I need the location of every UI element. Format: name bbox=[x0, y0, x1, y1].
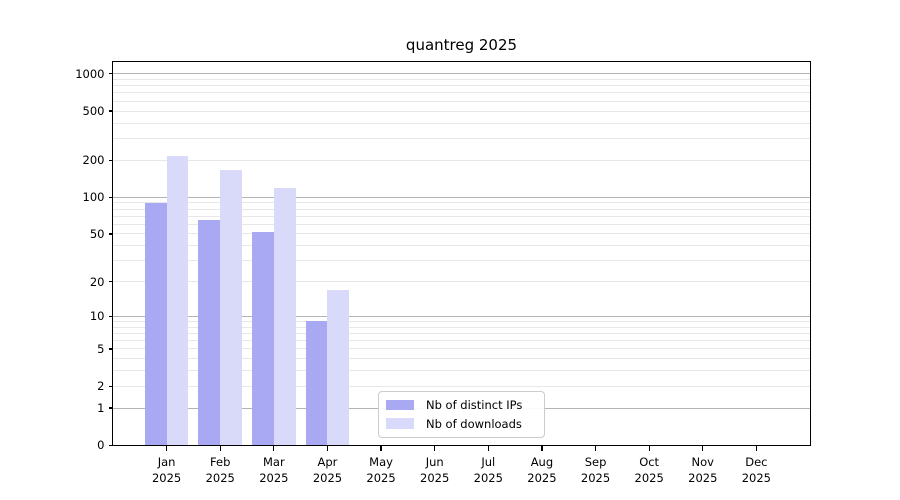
y-gridline-minor bbox=[113, 122, 810, 124]
y-tick-label: 1000 bbox=[75, 66, 105, 81]
y-tick-label: 0 bbox=[97, 438, 105, 453]
x-tick-mark bbox=[541, 446, 543, 451]
y-gridline-minor bbox=[113, 260, 810, 262]
x-tick-mark bbox=[219, 446, 221, 451]
y-gridline-minor bbox=[113, 332, 810, 334]
y-gridline-minor bbox=[113, 100, 810, 102]
x-tick-label: Apr 2025 bbox=[312, 455, 343, 486]
y-gridline-minor bbox=[113, 159, 810, 161]
x-tick-mark bbox=[702, 446, 704, 451]
bar-downloads bbox=[220, 170, 243, 446]
x-tick-mark bbox=[487, 446, 489, 451]
x-tick-mark bbox=[648, 446, 650, 451]
x-tick-label: Mar 2025 bbox=[259, 455, 289, 486]
x-tick-mark bbox=[594, 446, 597, 451]
y-tick-label: 1 bbox=[97, 401, 105, 416]
y-gridline-major bbox=[113, 315, 810, 317]
x-tick-label: Nov 2025 bbox=[688, 455, 718, 486]
y-tick-label: 5 bbox=[97, 341, 105, 356]
gridlines-layer bbox=[113, 62, 810, 446]
legend: Nb of distinct IPs Nb of downloads bbox=[378, 390, 545, 438]
y-gridline-major bbox=[113, 196, 810, 198]
y-gridline-minor bbox=[113, 233, 810, 235]
y-gridline-minor bbox=[113, 370, 810, 372]
y-tick-label: 20 bbox=[89, 274, 105, 289]
y-gridline-minor bbox=[113, 137, 810, 139]
y-tick-mark bbox=[108, 159, 113, 161]
y-tick-mark bbox=[108, 196, 113, 198]
y-gridline-minor bbox=[113, 202, 810, 204]
bar-distinct-ips bbox=[252, 231, 274, 446]
y-gridline-minor bbox=[113, 85, 810, 87]
y-tick-mark bbox=[108, 407, 113, 409]
x-tick-label: Sep 2025 bbox=[580, 455, 611, 486]
x-tick-mark bbox=[273, 446, 275, 451]
x-tick-label: Jun 2025 bbox=[420, 455, 450, 486]
y-gridline-minor bbox=[113, 358, 810, 360]
bar-downloads bbox=[327, 289, 350, 446]
legend-swatch-distinct-ips bbox=[386, 399, 414, 411]
x-tick-label: Jan 2025 bbox=[151, 455, 182, 486]
bar-distinct-ips bbox=[198, 220, 221, 446]
y-tick-label: 50 bbox=[89, 226, 105, 241]
x-tick-label: Feb 2025 bbox=[205, 455, 235, 486]
bar-distinct-ips bbox=[144, 202, 167, 446]
y-tick-label: 2 bbox=[97, 379, 105, 394]
bar-downloads bbox=[166, 156, 189, 446]
chart-title: quantreg 2025 bbox=[405, 36, 518, 54]
y-tick-mark bbox=[108, 73, 113, 75]
y-tick-label: 500 bbox=[82, 104, 105, 119]
x-tick-label: Oct 2025 bbox=[634, 455, 664, 486]
y-tick-mark bbox=[108, 233, 113, 235]
legend-label-downloads: Nb of downloads bbox=[426, 416, 522, 431]
y-gridline-minor bbox=[113, 320, 810, 322]
y-tick-mark bbox=[108, 280, 113, 283]
y-tick-label: 10 bbox=[89, 309, 105, 324]
y-gridline-minor bbox=[113, 208, 810, 210]
x-tick-mark bbox=[434, 446, 436, 451]
y-gridline-minor bbox=[113, 326, 810, 328]
y-gridline-minor bbox=[113, 223, 810, 225]
y-tick-mark bbox=[108, 315, 113, 318]
x-tick-label: Dec 2025 bbox=[741, 455, 772, 486]
y-tick-label: 100 bbox=[82, 190, 105, 205]
y-gridline-minor bbox=[113, 281, 810, 283]
y-gridline-major bbox=[113, 73, 810, 75]
legend-swatch-downloads bbox=[386, 418, 414, 429]
y-tick-mark bbox=[108, 385, 113, 387]
y-gridline-minor bbox=[113, 110, 810, 112]
y-tick-mark bbox=[108, 348, 113, 350]
y-gridline-minor bbox=[113, 348, 810, 350]
bar-distinct-ips bbox=[305, 321, 328, 446]
y-tick-mark bbox=[108, 110, 113, 112]
x-tick-label: May 2025 bbox=[366, 455, 396, 486]
y-gridline-minor bbox=[113, 245, 810, 247]
legend-item-distinct-ips: Nb of distinct IPs bbox=[386, 398, 537, 412]
bar-downloads bbox=[273, 188, 296, 446]
y-tick-mark bbox=[108, 444, 113, 446]
y-gridline-minor bbox=[113, 385, 810, 387]
y-gridline-minor bbox=[113, 92, 810, 94]
x-tick-mark bbox=[326, 446, 329, 451]
y-tick-label: 200 bbox=[82, 153, 105, 168]
legend-label-distinct-ips: Nb of distinct IPs bbox=[426, 398, 523, 412]
x-tick-label: Jul 2025 bbox=[473, 455, 503, 486]
legend-item-downloads: Nb of downloads bbox=[386, 417, 537, 431]
y-gridline-minor bbox=[113, 215, 810, 217]
bars-layer bbox=[113, 62, 810, 446]
x-tick-mark bbox=[165, 446, 168, 451]
x-tick-label: Aug 2025 bbox=[527, 455, 557, 486]
y-gridline-minor bbox=[113, 78, 810, 80]
x-tick-mark bbox=[755, 446, 758, 451]
y-gridline-minor bbox=[113, 340, 810, 342]
x-tick-mark bbox=[380, 446, 382, 451]
